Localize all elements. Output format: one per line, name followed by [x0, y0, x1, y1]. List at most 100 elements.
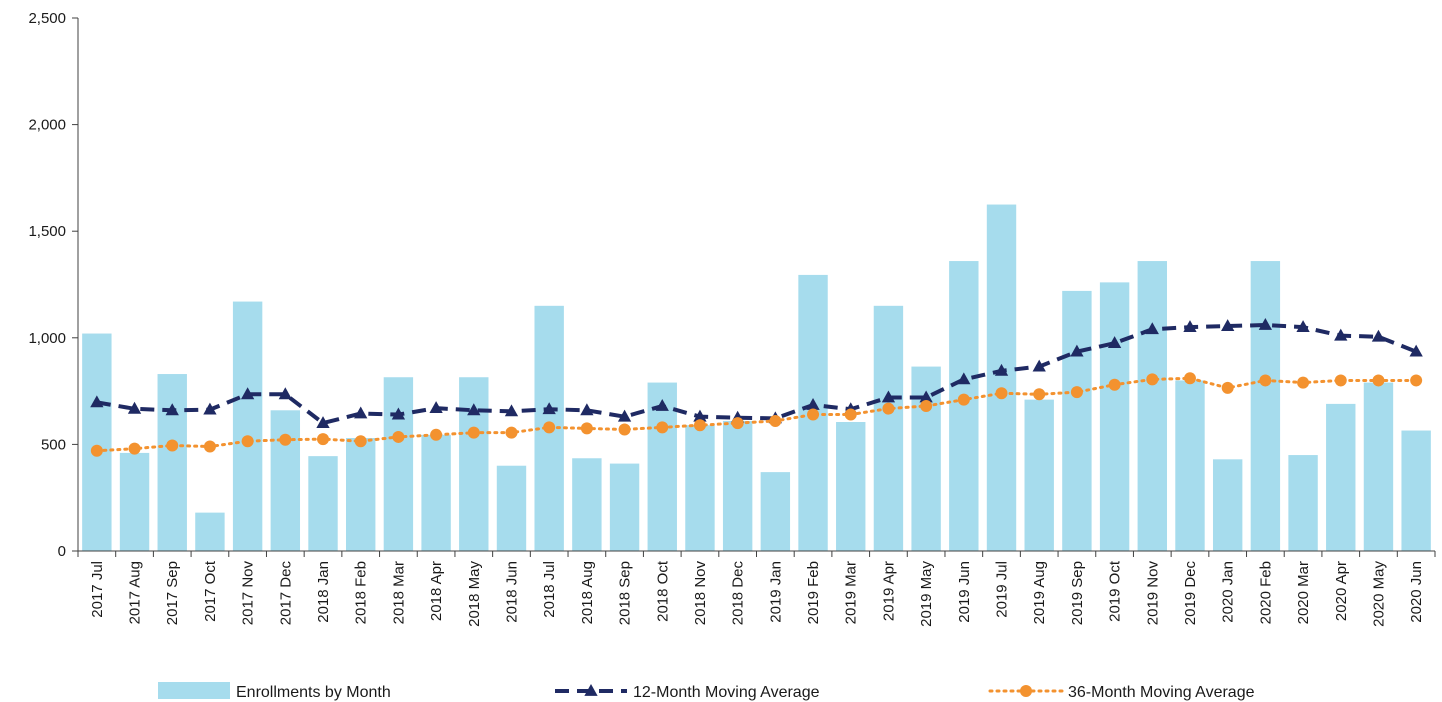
- x-tick-label-3: 2017 Oct: [202, 560, 219, 622]
- x-tick-label-27: 2019 Oct: [1107, 560, 1124, 622]
- series-2-point-35: [1410, 374, 1423, 387]
- legend-item-2: 36-Month Moving Average: [988, 684, 1255, 701]
- x-tick-label-33: 2020 Apr: [1333, 561, 1350, 621]
- series-1-point-0: [90, 395, 104, 408]
- legend-swatch-0: [158, 682, 230, 699]
- series-2-point-31: [1259, 374, 1272, 387]
- bar-32: [1288, 455, 1318, 551]
- x-tick-label-9: 2018 Apr: [428, 561, 445, 621]
- x-tick-label-7: 2018 Feb: [353, 561, 370, 624]
- bar-26: [1062, 290, 1092, 551]
- series-line-1: [96, 323, 1417, 426]
- x-tick-label-6: 2018 Jan: [315, 561, 332, 623]
- series-2-point-5: [279, 433, 292, 446]
- x-tick-label-31: 2020 Feb: [1257, 561, 1274, 624]
- x-tick-label-18: 2019 Jan: [767, 561, 784, 623]
- series-1-point-33: [1334, 328, 1348, 341]
- series-1-point-3: [203, 402, 217, 415]
- series-1-point-31: [1258, 318, 1273, 330]
- series-2-point-13: [580, 422, 593, 435]
- bar-29: [1175, 380, 1205, 551]
- series-2-point-17: [731, 417, 744, 430]
- bar-31: [1250, 261, 1281, 551]
- x-tick-label-12: 2018 Jul: [541, 561, 558, 618]
- series-1-point-14: [617, 409, 632, 422]
- x-tick-label-17: 2018 Dec: [730, 561, 747, 626]
- bar-5: [270, 410, 301, 551]
- series-1-point-29: [1183, 320, 1197, 333]
- x-tick-label-25: 2019 Aug: [1031, 561, 1048, 624]
- bar-2: [157, 374, 187, 551]
- x-tick-label-22: 2019 May: [918, 561, 935, 627]
- bar-6: [308, 456, 338, 551]
- x-tick-label-34: 2020 May: [1370, 561, 1387, 627]
- legend-marker-2: [1020, 685, 1032, 697]
- series-1-point-30: [1221, 319, 1235, 331]
- y-tick-label-5: 2,500: [28, 10, 66, 27]
- legend: Enrollments by Month 12-Month Moving Aver…: [158, 682, 1255, 701]
- series-1-point-34: [1371, 329, 1386, 342]
- series-2-point-19: [807, 408, 820, 421]
- series-1-point-19: [806, 397, 820, 410]
- series-2-point-7: [354, 435, 367, 448]
- series-1-point-21: [881, 390, 896, 403]
- series-2-point-10: [467, 426, 480, 439]
- bar-7: [346, 438, 376, 551]
- bar-25: [1024, 399, 1054, 551]
- series-1-point-24: [994, 363, 1009, 376]
- series-2-point-16: [693, 419, 706, 432]
- x-tick-label-35: 2020 Jun: [1408, 561, 1425, 623]
- series-1-point-35: [1409, 344, 1423, 357]
- series-2-point-25: [1033, 388, 1046, 401]
- y-tick-label-1: 500: [41, 436, 66, 453]
- x-tick-label-1: 2017 Aug: [127, 561, 144, 624]
- bar-11: [496, 465, 527, 551]
- series-line-2: [95, 376, 1418, 453]
- legend-item-0: Enrollments by Month: [158, 682, 391, 701]
- bar-27: [1099, 282, 1130, 551]
- x-tick-label-19: 2019 Feb: [805, 561, 822, 624]
- legend-item-1: 12-Month Moving Average: [555, 684, 820, 701]
- series-1-point-25: [1032, 359, 1046, 372]
- bar-4: [232, 301, 263, 551]
- x-tick-label-30: 2020 Jan: [1220, 561, 1237, 623]
- x-tick-label-28: 2019 Nov: [1144, 561, 1161, 626]
- bar-21: [873, 305, 904, 551]
- x-tick-label-20: 2019 Mar: [843, 561, 860, 624]
- bar-23: [949, 261, 979, 551]
- x-tick-label-0: 2017 Jul: [89, 561, 106, 618]
- series-1-point-10: [467, 403, 481, 416]
- series-1-point-8: [391, 407, 406, 420]
- x-tick-label-15: 2018 Oct: [654, 560, 671, 622]
- series-2-point-20: [844, 408, 857, 421]
- bar-1: [119, 452, 150, 551]
- series-1-point-26: [1070, 344, 1084, 357]
- series-2-point-26: [1070, 386, 1083, 399]
- series-1-point-27: [1107, 336, 1122, 349]
- bar-33: [1326, 403, 1356, 551]
- series-2-point-18: [769, 414, 782, 427]
- series-1-point-22: [919, 390, 933, 403]
- series-2-point-9: [430, 428, 443, 441]
- x-tick-label-14: 2018 Sep: [617, 561, 634, 625]
- bar-30: [1212, 459, 1243, 551]
- bar-18: [760, 472, 791, 551]
- bar-3: [195, 512, 225, 551]
- series-2-point-27: [1108, 378, 1121, 391]
- series-2-point-21: [882, 402, 895, 415]
- legend-label-1: 12-Month Moving Average: [633, 684, 820, 701]
- series-1-point-2: [165, 403, 179, 416]
- x-tick-label-11: 2018 Jun: [503, 561, 520, 623]
- series-2-point-3: [203, 440, 216, 453]
- series-2-point-15: [656, 421, 669, 434]
- series-1-point-32: [1296, 320, 1310, 333]
- x-tick-label-32: 2020 Mar: [1295, 561, 1312, 624]
- x-tick-label-2: 2017 Sep: [164, 561, 181, 625]
- series-2-point-1: [128, 442, 141, 455]
- series-2-point-6: [317, 433, 330, 446]
- bar-20: [836, 422, 866, 551]
- series-2-point-0: [90, 444, 103, 457]
- x-tick-label-5: 2017 Dec: [277, 561, 294, 626]
- x-tick-label-10: 2018 May: [466, 561, 483, 627]
